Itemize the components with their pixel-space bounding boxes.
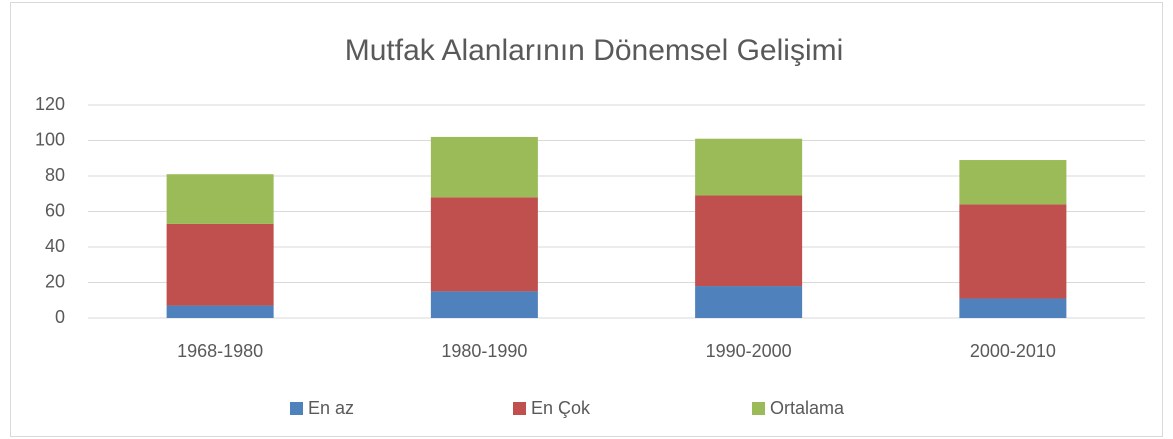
legend-label: En Çok: [531, 398, 591, 418]
bar-segment: [695, 138, 803, 196]
legend-swatch: [290, 402, 303, 415]
y-tick-label: 20: [45, 271, 65, 291]
bar-segment: [430, 291, 538, 318]
bar-segment: [166, 223, 274, 306]
bar-segment: [695, 195, 803, 287]
y-tick-label: 120: [35, 94, 65, 114]
legend-label: Ortalama: [770, 398, 845, 418]
y-tick-label: 80: [45, 165, 65, 185]
bar-segment: [959, 160, 1067, 205]
y-tick-label: 0: [55, 307, 65, 327]
bar-segment: [959, 298, 1067, 318]
bar-segment: [695, 286, 803, 318]
y-tick-label: 40: [45, 236, 65, 256]
legend-label: En az: [308, 398, 354, 418]
y-tick-label: 100: [35, 129, 65, 149]
bar-segment: [166, 305, 274, 318]
bar-segment: [430, 197, 538, 292]
bar-segment: [430, 136, 538, 198]
chart-title: Mutfak Alanlarının Dönemsel Gelişimi: [345, 34, 844, 67]
y-tick-label: 60: [45, 200, 65, 220]
legend-swatch: [513, 402, 526, 415]
bar-segment: [166, 174, 274, 224]
bar-segment: [959, 204, 1067, 299]
x-tick-label: 1980-1990: [441, 341, 527, 361]
x-tick-label: 2000-2010: [970, 341, 1056, 361]
x-tick-label: 1990-2000: [706, 341, 792, 361]
x-tick-label: 1968-1980: [177, 341, 263, 361]
legend-swatch: [752, 402, 765, 415]
